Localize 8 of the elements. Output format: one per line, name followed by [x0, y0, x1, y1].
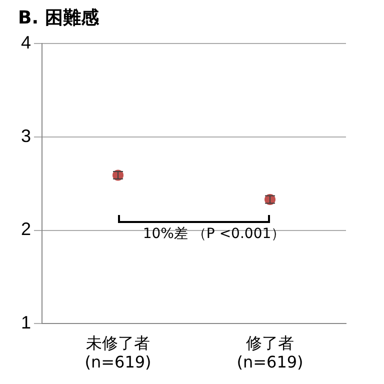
y-tick-label: 3	[20, 126, 32, 146]
annotation: 10%差 （P <0.001）	[142, 226, 286, 242]
x-tick-label: 未修了者 (n=619)	[84, 333, 152, 372]
x-tick-label: 修了者 (n=619)	[236, 333, 304, 372]
y-tick-label: 1	[20, 312, 32, 333]
y-tick-label: 4	[20, 32, 32, 53]
chart-title: B. 困難感	[18, 7, 100, 28]
y-tick-label: 2	[20, 219, 32, 240]
